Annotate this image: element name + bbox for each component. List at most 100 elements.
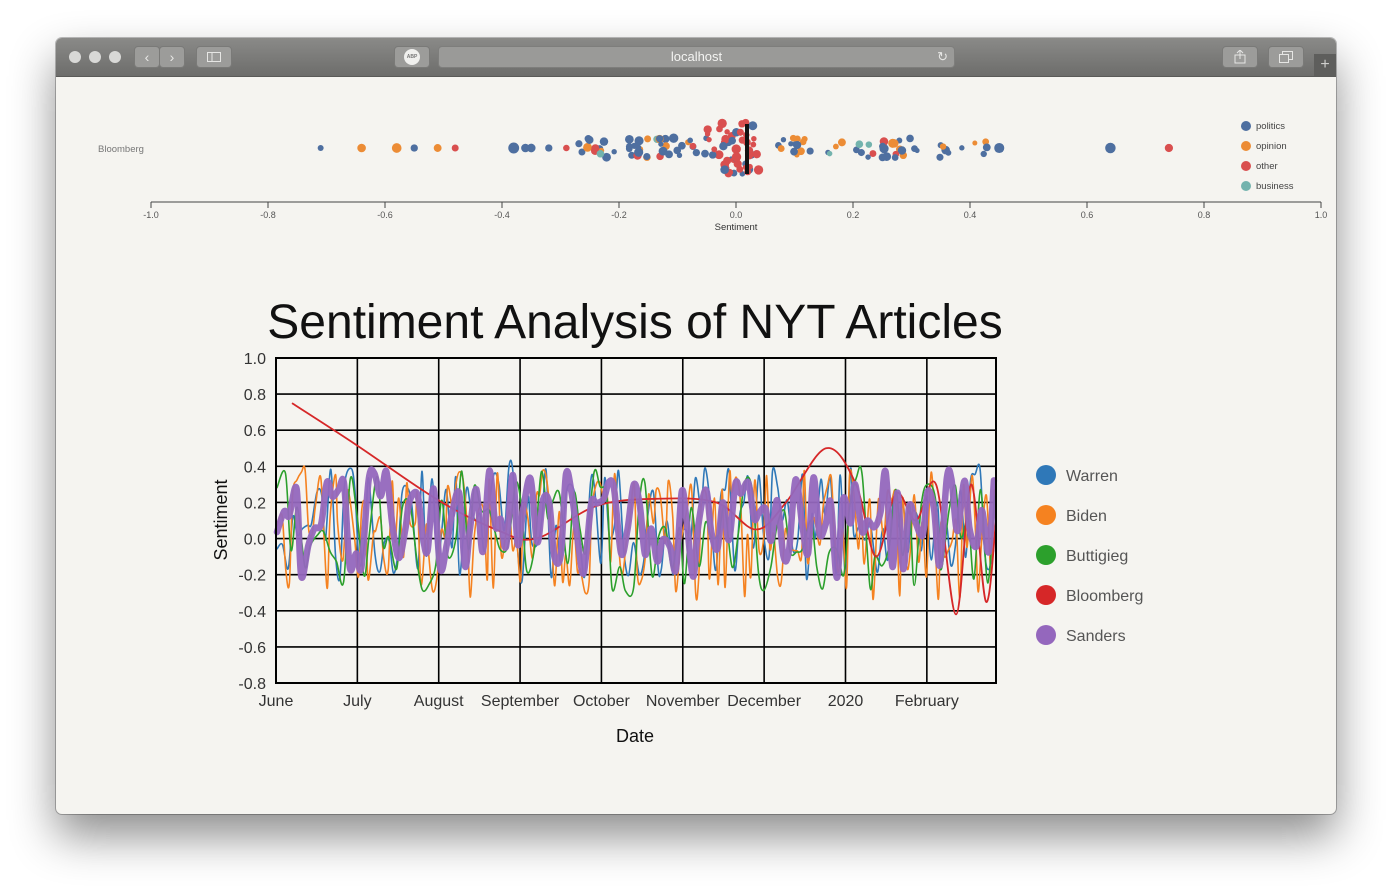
swarm-point <box>865 154 871 160</box>
swarm-point <box>736 128 744 136</box>
x-tick-label: August <box>414 693 464 710</box>
swarm-point <box>752 150 761 159</box>
swarm-point <box>733 159 742 169</box>
swarm-point <box>959 145 965 151</box>
swarm-point <box>708 151 717 159</box>
swarm-point <box>832 143 839 150</box>
adblock-button[interactable]: ABP <box>394 46 430 68</box>
swarm-point <box>596 149 605 158</box>
swarm-point <box>410 144 418 152</box>
swarm-tick-label: -0.8 <box>260 210 276 220</box>
swarm-point <box>793 140 802 150</box>
legend-swatch-warren <box>1036 465 1056 485</box>
swarm-point <box>982 143 991 152</box>
tabs-icon <box>1279 51 1293 63</box>
swarm-point <box>889 139 899 148</box>
swarm-point <box>661 134 670 144</box>
zoom-window-button[interactable] <box>109 51 121 63</box>
y-tick-label: 0.6 <box>244 423 266 440</box>
swarm-point <box>748 121 758 131</box>
swarm-point <box>751 136 757 142</box>
legend-swatch-bloomberg <box>1036 585 1056 605</box>
swarm-point <box>753 165 764 175</box>
legend-label-buttigieg: Buttigieg <box>1066 548 1128 565</box>
swarm-point <box>644 135 652 143</box>
swarm-point <box>703 125 712 134</box>
forward-button[interactable]: › <box>159 46 185 68</box>
swarm-point <box>878 153 887 162</box>
swarm-axis-label: Sentiment <box>715 222 758 233</box>
swarm-tick-label: 1.0 <box>1315 210 1328 220</box>
browser-toolbar: ‹ › ABP localhost ↻ + <box>56 38 1336 77</box>
share-button[interactable] <box>1222 46 1258 68</box>
x-tick-label: October <box>573 693 631 710</box>
sidebar-button[interactable] <box>196 46 232 68</box>
swarm-tick-label: 0.0 <box>730 210 743 220</box>
swarm-point <box>526 143 536 153</box>
swarm-point <box>797 147 805 156</box>
swarm-point <box>790 147 798 156</box>
y-tick-label: 0.2 <box>244 495 266 512</box>
swarm-point <box>317 144 324 152</box>
swarm-point <box>599 137 609 146</box>
back-button[interactable]: ‹ <box>134 46 160 68</box>
swarm-point <box>625 145 633 153</box>
swarm-point <box>563 144 570 152</box>
swarm-point <box>687 137 694 144</box>
series-line-biden <box>276 465 996 601</box>
x-tick-label: July <box>343 693 371 710</box>
swarm-point <box>799 138 807 146</box>
swarm-point <box>673 146 682 155</box>
swarm-tick-label: 0.2 <box>847 210 860 220</box>
swarm-point <box>945 149 952 156</box>
swarm-legend-swatch <box>1241 141 1251 151</box>
swarm-legend-swatch <box>1241 121 1251 131</box>
swarm-point <box>789 134 797 142</box>
swarm-point <box>728 136 737 145</box>
swarm-point <box>906 134 914 143</box>
swarm-point <box>936 153 944 161</box>
swarm-tick-label: -1.0 <box>143 210 159 220</box>
swarm-point <box>701 149 709 158</box>
swarm-point <box>625 135 634 144</box>
new-tab-icon[interactable]: + <box>1314 54 1336 76</box>
swarm-point <box>545 144 553 152</box>
swarm-point <box>1164 143 1174 153</box>
adblock-icon: ABP <box>404 49 420 65</box>
y-tick-label: -0.8 <box>238 676 266 693</box>
chart-title: Sentiment Analysis of NYT Articles <box>267 296 1002 349</box>
swarm-point <box>855 140 864 149</box>
minimize-window-button[interactable] <box>89 51 101 63</box>
swarm-point <box>391 143 402 153</box>
swarm-legend-swatch <box>1241 161 1251 171</box>
swarm-point <box>806 147 814 155</box>
swarm-point <box>982 138 990 146</box>
legend-swatch-biden <box>1036 505 1056 525</box>
swarm-point <box>1105 142 1116 154</box>
series-line-sanders <box>273 466 998 582</box>
tabs-overview-button[interactable] <box>1268 46 1304 68</box>
reload-icon[interactable]: ↻ <box>937 49 948 64</box>
swarm-tick-label: -0.2 <box>611 210 627 220</box>
swarm-point <box>678 141 686 150</box>
y-tick-label: 0.4 <box>244 459 266 476</box>
legend-label-warren: Warren <box>1066 468 1118 485</box>
swarm-point <box>879 144 889 154</box>
url-text: localhost <box>670 49 723 64</box>
swarm-point <box>668 133 679 143</box>
swarm-point <box>738 136 746 144</box>
swarm-point <box>508 142 520 154</box>
swarm-point <box>692 148 701 157</box>
swarm-legend-label: business <box>1256 181 1294 192</box>
swarm-point <box>720 165 730 175</box>
swarm-point <box>611 148 617 155</box>
swarm-legend-swatch <box>1241 181 1251 191</box>
address-bar[interactable]: localhost ↻ <box>438 46 955 68</box>
swarm-point <box>738 120 746 128</box>
close-window-button[interactable] <box>69 51 81 63</box>
legend-label-sanders: Sanders <box>1066 628 1126 645</box>
swarm-point <box>980 150 987 158</box>
swarm-point <box>826 150 833 157</box>
y-axis-label: Sentiment <box>211 479 231 560</box>
swarm-point <box>628 151 636 159</box>
